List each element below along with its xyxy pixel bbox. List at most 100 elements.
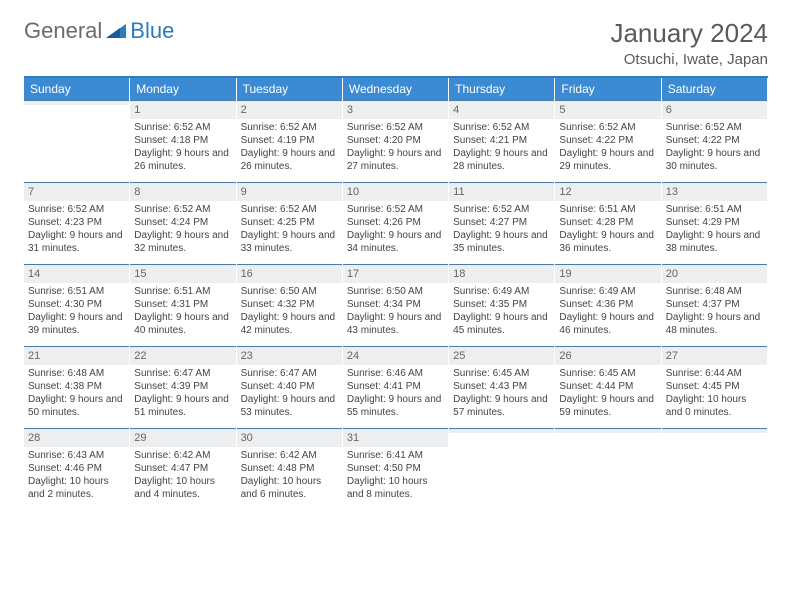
day-number: 27 [662,346,767,365]
sunset-text: Sunset: 4:18 PM [134,134,231,147]
daylight-text: Daylight: 9 hours and 48 minutes. [666,311,763,337]
day-number: 16 [237,264,342,283]
calendar-cell [662,428,768,510]
sunrise-text: Sunrise: 6:50 AM [347,285,444,298]
sunset-text: Sunset: 4:47 PM [134,462,231,475]
day-number: 12 [555,182,660,201]
calendar-cell: 27 Sunrise: 6:44 AMSunset: 4:45 PMDayligh… [662,346,768,428]
calendar-cell: 9Sunrise: 6:52 AMSunset: 4:25 PMDaylight… [237,182,343,264]
calendar-cell: 13Sunrise: 6:51 AMSunset: 4:29 PMDayligh… [662,182,768,264]
sunset-text: Sunset: 4:24 PM [134,216,231,229]
day-number: 18 [449,264,554,283]
sunset-text: Sunset: 4:35 PM [453,298,550,311]
sunrise-text: Sunrise: 6:44 AM [666,367,763,380]
brand-part2: Blue [130,18,174,44]
day-header: Friday [555,78,661,100]
sunset-text: Sunset: 4:25 PM [241,216,338,229]
calendar-cell: 28Sunrise: 6:43 AMSunset: 4:46 PMDayligh… [24,428,130,510]
calendar-cell: 11Sunrise: 6:52 AMSunset: 4:27 PMDayligh… [449,182,555,264]
day-number: 9 [237,182,342,201]
day-number: 20 [662,264,767,283]
day-header: Saturday [662,78,768,100]
sunrise-text: Sunrise: 6:52 AM [28,203,125,216]
calendar-grid: SundayMondayTuesdayWednesdayThursdayFrid… [24,76,768,510]
daylight-text: Daylight: 10 hours and 0 minutes. [666,393,763,419]
day-number: 8 [130,182,235,201]
sunrise-text: Sunrise: 6:52 AM [241,121,338,134]
sunset-text: Sunset: 4:40 PM [241,380,338,393]
month-title: January 2024 [610,18,768,49]
sunset-text: Sunset: 4:22 PM [559,134,656,147]
daylight-text: Daylight: 10 hours and 6 minutes. [241,475,338,501]
daylight-text: Daylight: 9 hours and 59 minutes. [559,393,656,419]
sunset-text: Sunset: 4:31 PM [134,298,231,311]
calendar-cell: 15Sunrise: 6:51 AMSunset: 4:31 PMDayligh… [130,264,236,346]
calendar-cell: 3Sunrise: 6:52 AMSunset: 4:20 PMDaylight… [343,100,449,182]
brand-logo: General Blue [24,18,174,44]
sunrise-text: Sunrise: 6:52 AM [453,203,550,216]
day-number: 14 [24,264,129,283]
sunrise-text: Sunrise: 6:47 AM [241,367,338,380]
day-number [24,100,129,105]
sunset-text: Sunset: 4:23 PM [28,216,125,229]
daylight-text: Daylight: 9 hours and 38 minutes. [666,229,763,255]
calendar-cell [555,428,661,510]
calendar-cell: 7Sunrise: 6:52 AMSunset: 4:23 PMDaylight… [24,182,130,264]
sunrise-text: Sunrise: 6:49 AM [453,285,550,298]
sunrise-text: Sunrise: 6:41 AM [347,449,444,462]
sunset-text: Sunset: 4:34 PM [347,298,444,311]
daylight-text: Daylight: 9 hours and 26 minutes. [134,147,231,173]
daylight-text: Daylight: 9 hours and 50 minutes. [28,393,125,419]
sunset-text: Sunset: 4:28 PM [559,216,656,229]
sunrise-text: Sunrise: 6:45 AM [453,367,550,380]
day-number: 11 [449,182,554,201]
day-number: 29 [130,428,235,447]
daylight-text: Daylight: 9 hours and 53 minutes. [241,393,338,419]
calendar-cell: 6Sunrise: 6:52 AMSunset: 4:22 PMDaylight… [662,100,768,182]
sunrise-text: Sunrise: 6:52 AM [453,121,550,134]
calendar-cell: 30Sunrise: 6:42 AMSunset: 4:48 PMDayligh… [237,428,343,510]
day-number: 2 [237,100,342,119]
sunrise-text: Sunrise: 6:42 AM [134,449,231,462]
calendar-cell: 1Sunrise: 6:52 AMSunset: 4:18 PMDaylight… [130,100,236,182]
sunset-text: Sunset: 4:39 PM [134,380,231,393]
day-number: 4 [449,100,554,119]
daylight-text: Daylight: 9 hours and 55 minutes. [347,393,444,419]
sunrise-text: Sunrise: 6:51 AM [134,285,231,298]
day-number: 1 [130,100,235,119]
calendar-cell [449,428,555,510]
calendar-cell: 4 Sunrise: 6:52 AMSunset: 4:21 PMDaylight… [449,100,555,182]
sunset-text: Sunset: 4:21 PM [453,134,550,147]
daylight-text: Daylight: 9 hours and 46 minutes. [559,311,656,337]
sunrise-text: Sunrise: 6:42 AM [241,449,338,462]
sunset-text: Sunset: 4:36 PM [559,298,656,311]
calendar-cell: 24Sunrise: 6:46 AMSunset: 4:41 PMDayligh… [343,346,449,428]
daylight-text: Daylight: 9 hours and 28 minutes. [453,147,550,173]
sunset-text: Sunset: 4:45 PM [666,380,763,393]
day-number: 15 [130,264,235,283]
day-header: Wednesday [343,78,449,100]
daylight-text: Daylight: 9 hours and 36 minutes. [559,229,656,255]
calendar-cell: 26Sunrise: 6:45 AMSunset: 4:44 PMDayligh… [555,346,661,428]
calendar-cell: 10Sunrise: 6:52 AMSunset: 4:26 PMDayligh… [343,182,449,264]
calendar-cell: 8Sunrise: 6:52 AMSunset: 4:24 PMDaylight… [130,182,236,264]
sunset-text: Sunset: 4:32 PM [241,298,338,311]
sunrise-text: Sunrise: 6:52 AM [559,121,656,134]
calendar-cell: 29Sunrise: 6:42 AMSunset: 4:47 PMDayligh… [130,428,236,510]
calendar-cell: 17Sunrise: 6:50 AMSunset: 4:34 PMDayligh… [343,264,449,346]
sunset-text: Sunset: 4:38 PM [28,380,125,393]
daylight-text: Daylight: 10 hours and 8 minutes. [347,475,444,501]
day-number: 6 [662,100,767,119]
daylight-text: Daylight: 9 hours and 35 minutes. [453,229,550,255]
day-number [662,428,767,433]
sunset-text: Sunset: 4:20 PM [347,134,444,147]
daylight-text: Daylight: 9 hours and 43 minutes. [347,311,444,337]
day-number: 23 [237,346,342,365]
daylight-text: Daylight: 9 hours and 26 minutes. [241,147,338,173]
day-number: 10 [343,182,448,201]
sunrise-text: Sunrise: 6:51 AM [28,285,125,298]
calendar-cell: 18Sunrise: 6:49 AMSunset: 4:35 PMDayligh… [449,264,555,346]
sunrise-text: Sunrise: 6:48 AM [666,285,763,298]
calendar-cell: 25Sunrise: 6:45 AMSunset: 4:43 PMDayligh… [449,346,555,428]
day-number [555,428,660,433]
